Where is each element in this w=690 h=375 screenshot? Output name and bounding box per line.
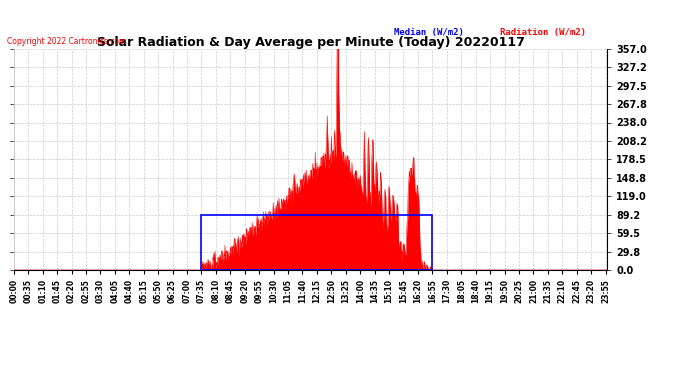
Text: Median (W/m2): Median (W/m2) (393, 28, 464, 37)
Title: Solar Radiation & Day Average per Minute (Today) 20220117: Solar Radiation & Day Average per Minute… (97, 36, 524, 49)
Bar (201, 215, 433, 270)
Text: Radiation (W/m2): Radiation (W/m2) (500, 28, 586, 37)
Text: Copyright 2022 Cartronics.com: Copyright 2022 Cartronics.com (7, 38, 126, 46)
